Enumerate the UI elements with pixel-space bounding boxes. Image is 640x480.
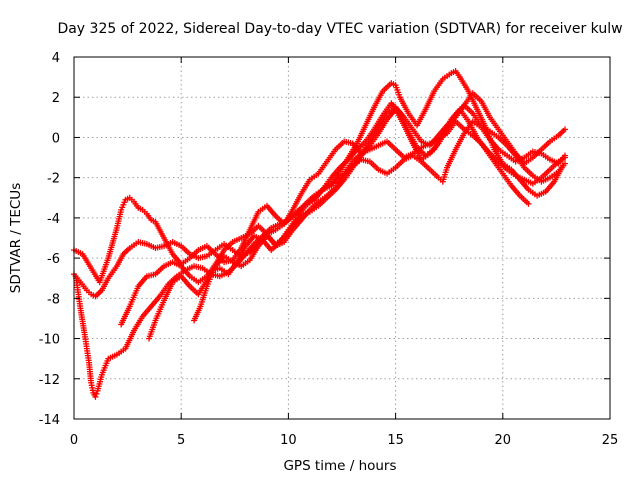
y-tick-label: -10 [39, 333, 60, 348]
x-tick-label: 20 [495, 433, 512, 448]
y-tick-label: -12 [39, 373, 60, 388]
y-tick-label: -4 [47, 212, 60, 227]
data-point-track-b [93, 390, 100, 397]
x-tick-label: 0 [70, 433, 78, 448]
y-axis-label: SDTVAR / TECUs [8, 183, 24, 293]
x-tick-label: 15 [387, 433, 404, 448]
y-tick-label: -6 [47, 252, 60, 267]
y-tick-label: 2 [52, 91, 60, 106]
x-tick-label: 25 [602, 433, 619, 448]
y-tick-label: -2 [47, 172, 60, 187]
data-point-track-b [92, 393, 99, 400]
data-point-track-c [561, 126, 568, 133]
plot-frame [73, 56, 611, 420]
y-tick-label: 0 [52, 131, 60, 146]
data-point-track-d [561, 152, 568, 159]
grid-lines [74, 57, 610, 419]
chart-title: Day 325 of 2022, Sidereal Day-to-day VTE… [57, 21, 622, 37]
x-axis-label: GPS time / hours [283, 458, 396, 474]
data-point-track-e [561, 160, 568, 167]
x-tick-label: 5 [177, 433, 185, 448]
data-point-track-f [525, 200, 532, 207]
data-marks [71, 68, 568, 400]
x-tick-label: 10 [280, 433, 297, 448]
y-tick-label: 4 [52, 51, 60, 66]
y-tick-label: -8 [47, 292, 60, 307]
y-tick-label: -14 [39, 413, 60, 428]
